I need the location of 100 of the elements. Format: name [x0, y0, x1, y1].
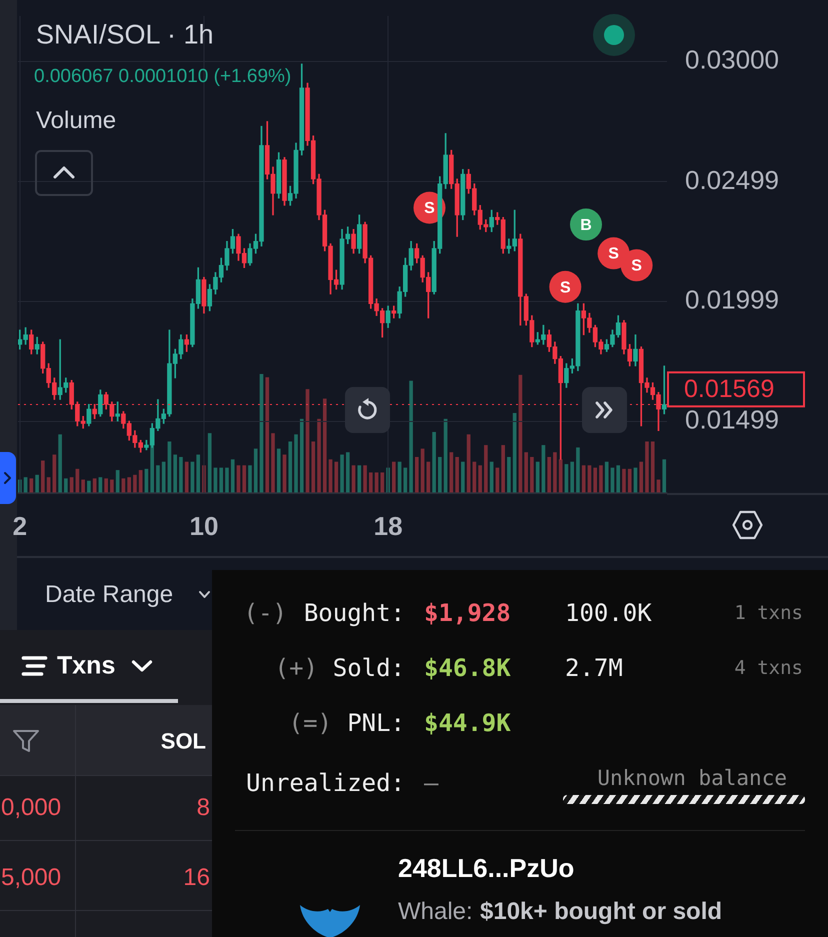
bar — [317, 418, 321, 493]
bar — [138, 470, 142, 493]
bar — [242, 465, 246, 493]
text: 248LL6...PzUo — [398, 853, 574, 884]
bar — [392, 462, 396, 493]
bar — [70, 477, 74, 493]
data-label: B — [580, 216, 592, 234]
text: $10k+ bought or sold — [480, 898, 722, 926]
bar — [650, 442, 655, 493]
bar — [81, 480, 85, 493]
text: 16 — [183, 864, 210, 892]
bar — [363, 465, 367, 493]
bar — [322, 398, 327, 493]
text: $46.8K — [424, 654, 511, 683]
bar — [507, 456, 511, 493]
bar — [144, 468, 148, 493]
bar — [472, 462, 476, 493]
bar — [52, 454, 56, 493]
bar — [576, 447, 580, 493]
text: 0.006067 0.0001010 (+1.69%) — [34, 66, 292, 88]
bar — [196, 454, 200, 493]
bar — [265, 377, 270, 493]
bar — [357, 465, 362, 493]
bar — [288, 442, 292, 493]
bar — [230, 459, 235, 493]
bar — [444, 418, 448, 493]
text: 100.0K — [565, 599, 652, 628]
bar — [116, 470, 120, 493]
bar — [184, 462, 189, 493]
chart-title: SNAI/SOL · 1h — [36, 19, 214, 51]
x-tick-label: 2 — [12, 510, 28, 541]
bar — [46, 477, 50, 493]
bar — [214, 468, 218, 493]
chart-title: Volume — [36, 107, 116, 135]
data-label: S — [424, 200, 436, 218]
text: 8 — [196, 794, 210, 822]
bar — [438, 456, 442, 493]
bar — [254, 448, 258, 493]
bar — [225, 468, 229, 493]
text: 2.7M — [565, 654, 623, 683]
bar — [133, 474, 137, 493]
bar — [466, 434, 470, 493]
bar — [76, 468, 80, 493]
bar — [524, 452, 528, 493]
bar — [662, 459, 666, 493]
bar — [87, 480, 91, 493]
bar — [420, 448, 424, 493]
text: (=) — [288, 709, 332, 738]
bar — [501, 445, 505, 493]
data-label: S — [560, 279, 571, 296]
bar — [92, 478, 96, 493]
y-tick-label: 0.03000 — [685, 44, 779, 75]
bar — [306, 389, 310, 493]
bar — [564, 464, 568, 493]
y-tick-label: 0.02499 — [685, 164, 779, 195]
bar — [24, 477, 28, 493]
text: SOL — [160, 728, 206, 754]
bar — [35, 474, 39, 493]
bar — [461, 462, 465, 493]
bar — [173, 454, 178, 493]
bar — [311, 442, 316, 493]
bar — [179, 456, 183, 493]
bar — [368, 472, 373, 493]
bar — [530, 456, 534, 493]
bar — [276, 448, 281, 493]
bar — [374, 472, 378, 493]
bar — [162, 462, 166, 493]
bar — [352, 465, 356, 493]
bar — [41, 460, 45, 493]
text: $44.9K — [424, 709, 511, 738]
bar — [478, 465, 482, 493]
bar — [98, 477, 102, 493]
bar — [64, 478, 68, 493]
x-tick-label: 10 — [189, 510, 218, 541]
bar — [634, 468, 638, 493]
bar — [432, 432, 436, 493]
bar — [156, 465, 160, 493]
ref-line-label: 0.01569 — [684, 375, 774, 404]
bar — [340, 454, 344, 493]
bar — [553, 452, 557, 493]
bar — [450, 452, 454, 493]
bar — [271, 433, 275, 493]
bar — [570, 462, 574, 493]
bar — [380, 472, 384, 493]
text: PNL: — [347, 709, 405, 738]
bar — [328, 459, 332, 493]
text: 5,000 — [1, 864, 62, 892]
bar — [236, 465, 240, 493]
bar — [168, 442, 172, 493]
bar — [415, 456, 419, 493]
text: Whale: — [398, 898, 473, 926]
y-tick-label: 0.01499 — [685, 404, 779, 434]
bar — [248, 465, 252, 493]
text: $1,928 — [424, 599, 511, 628]
bar — [300, 418, 304, 493]
bar — [616, 465, 620, 493]
bar — [404, 468, 408, 493]
text: Unrealized: — [246, 769, 405, 798]
bar — [610, 468, 614, 493]
text: Sold: — [332, 654, 405, 683]
